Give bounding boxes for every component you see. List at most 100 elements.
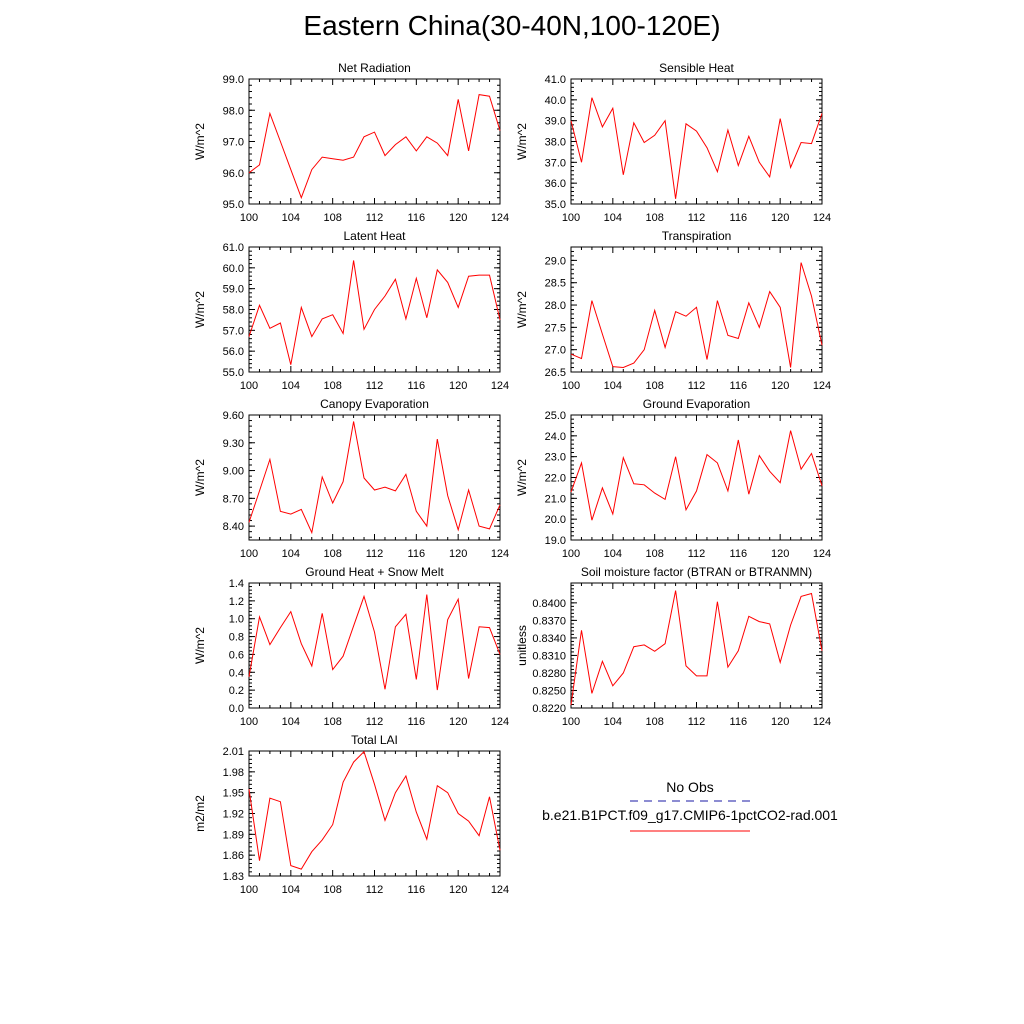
x-tick-label: 104 (604, 380, 622, 392)
x-tick-label: 104 (604, 212, 622, 224)
x-tick-label: 112 (366, 884, 384, 896)
y-tick-label: 39.0 (545, 116, 566, 128)
y-tick-label: 1.2 (229, 596, 244, 608)
panel-9: 100 104 108 112 116 120 124 1.83 1.86 1.89 1.92 1.9… (193, 733, 509, 896)
x-tick-label: 116 (408, 212, 426, 224)
y-axis-label: unitless (515, 625, 529, 666)
plot-frame (248, 414, 501, 541)
series-line (248, 750, 501, 870)
x-tick-label: 112 (688, 716, 706, 728)
x-tick-label: 100 (240, 380, 258, 392)
y-tick-label: 0.8370 (532, 615, 566, 627)
y-tick-label: 0.6 (229, 649, 244, 661)
y-tick-label: 55.0 (223, 367, 244, 379)
panel-title: Ground Evaporation (643, 397, 750, 411)
y-axis-label: W/m^2 (515, 291, 529, 328)
panel-5: 100 104 108 112 116 120 124 8.40 8.70 9.00 9.30 9.6… (193, 397, 509, 560)
series-line (248, 260, 501, 365)
x-tick-label: 116 (730, 548, 748, 560)
plot-frame (248, 750, 501, 877)
y-tick-label: 27.5 (545, 322, 566, 334)
y-tick-label: 1.92 (223, 809, 244, 821)
x-tick-label: 124 (491, 884, 509, 896)
plot-frame (570, 582, 823, 709)
y-tick-label: 0.8250 (532, 685, 566, 697)
x-tick-label: 112 (688, 548, 706, 560)
y-axis-label: W/m^2 (193, 627, 207, 664)
y-tick-label: 25.0 (545, 410, 566, 422)
y-tick-label: 0.8340 (532, 633, 566, 645)
y-tick-label: 36.0 (545, 178, 566, 190)
y-tick-label: 0.8310 (532, 650, 566, 662)
panel-8: 100 104 108 112 116 120 124 0.8220 0.8250 0.8280 0… (515, 565, 831, 728)
x-tick-label: 120 (449, 380, 467, 392)
y-tick-label: 1.86 (223, 850, 244, 862)
y-tick-label: 0.8280 (532, 668, 566, 680)
y-tick-label: 0.8220 (532, 703, 566, 715)
y-tick-label: 28.5 (545, 278, 566, 290)
y-axis-label: W/m^2 (193, 123, 207, 160)
x-tick-label: 124 (491, 380, 509, 392)
y-tick-label: 96.0 (223, 168, 244, 180)
panel-title: Canopy Evaporation (320, 397, 429, 411)
panel-3: 100 104 108 112 116 120 124 55.0 56.0 57.0 58.0 59.… (193, 229, 509, 392)
plot-frame (248, 78, 501, 205)
x-tick-label: 100 (562, 716, 580, 728)
x-tick-label: 108 (645, 716, 663, 728)
y-tick-label: 0.8400 (532, 598, 566, 610)
x-tick-label: 124 (491, 716, 509, 728)
y-tick-label: 22.0 (545, 473, 566, 485)
y-tick-label: 56.0 (223, 346, 244, 358)
x-tick-label: 104 (282, 212, 300, 224)
y-tick-label: 1.89 (223, 829, 244, 841)
x-tick-label: 124 (813, 212, 831, 224)
x-tick-label: 112 (366, 212, 384, 224)
x-tick-label: 108 (645, 548, 663, 560)
x-tick-label: 104 (282, 548, 300, 560)
x-tick-label: 116 (408, 380, 426, 392)
panel-2: 100 104 108 112 116 120 124 35.0 36.0 37.0 38.0 39.… (515, 61, 831, 224)
x-tick-label: 120 (771, 380, 789, 392)
y-tick-label: 27.0 (545, 345, 566, 357)
x-tick-label: 100 (240, 716, 258, 728)
x-tick-label: 108 (323, 884, 341, 896)
plot-frame (248, 582, 501, 709)
y-tick-label: 1.95 (223, 788, 244, 800)
series-line (570, 262, 823, 369)
x-tick-label: 100 (562, 212, 580, 224)
x-tick-label: 104 (604, 716, 622, 728)
x-tick-label: 112 (366, 380, 384, 392)
series-line (248, 94, 501, 200)
y-tick-label: 40.0 (545, 95, 566, 107)
x-tick-label: 116 (730, 212, 748, 224)
y-tick-label: 8.40 (223, 521, 244, 533)
panel-4: 100 104 108 112 116 120 124 26.5 27.0 27.5 28.0 28.… (515, 229, 831, 392)
panel-title: Ground Heat + Snow Melt (305, 565, 444, 579)
y-tick-label: 1.0 (229, 614, 244, 626)
x-tick-label: 112 (366, 716, 384, 728)
x-tick-label: 116 (730, 380, 748, 392)
x-tick-label: 108 (323, 716, 341, 728)
x-tick-label: 120 (449, 716, 467, 728)
x-tick-label: 112 (688, 380, 706, 392)
x-tick-label: 120 (449, 212, 467, 224)
y-tick-label: 0.4 (229, 667, 244, 679)
y-tick-label: 2.01 (223, 746, 244, 758)
x-tick-label: 116 (408, 548, 426, 560)
y-tick-label: 0.0 (229, 703, 244, 715)
x-tick-label: 120 (449, 884, 467, 896)
y-tick-label: 9.60 (223, 410, 244, 422)
x-tick-label: 124 (813, 548, 831, 560)
x-tick-label: 116 (408, 884, 426, 896)
y-tick-label: 95.0 (223, 199, 244, 211)
x-tick-label: 100 (240, 884, 258, 896)
series-line (570, 430, 823, 521)
y-tick-label: 23.0 (545, 452, 566, 464)
panel-1: 100 104 108 112 116 120 124 95.0 96.0 97.0 98.0 99.… (193, 61, 509, 224)
y-axis-label: W/m^2 (515, 123, 529, 160)
y-tick-label: 59.0 (223, 284, 244, 296)
panel-title: Soil moisture factor (BTRAN or BTRANMN) (581, 565, 812, 579)
y-tick-label: 20.0 (545, 514, 566, 526)
x-tick-label: 100 (562, 548, 580, 560)
